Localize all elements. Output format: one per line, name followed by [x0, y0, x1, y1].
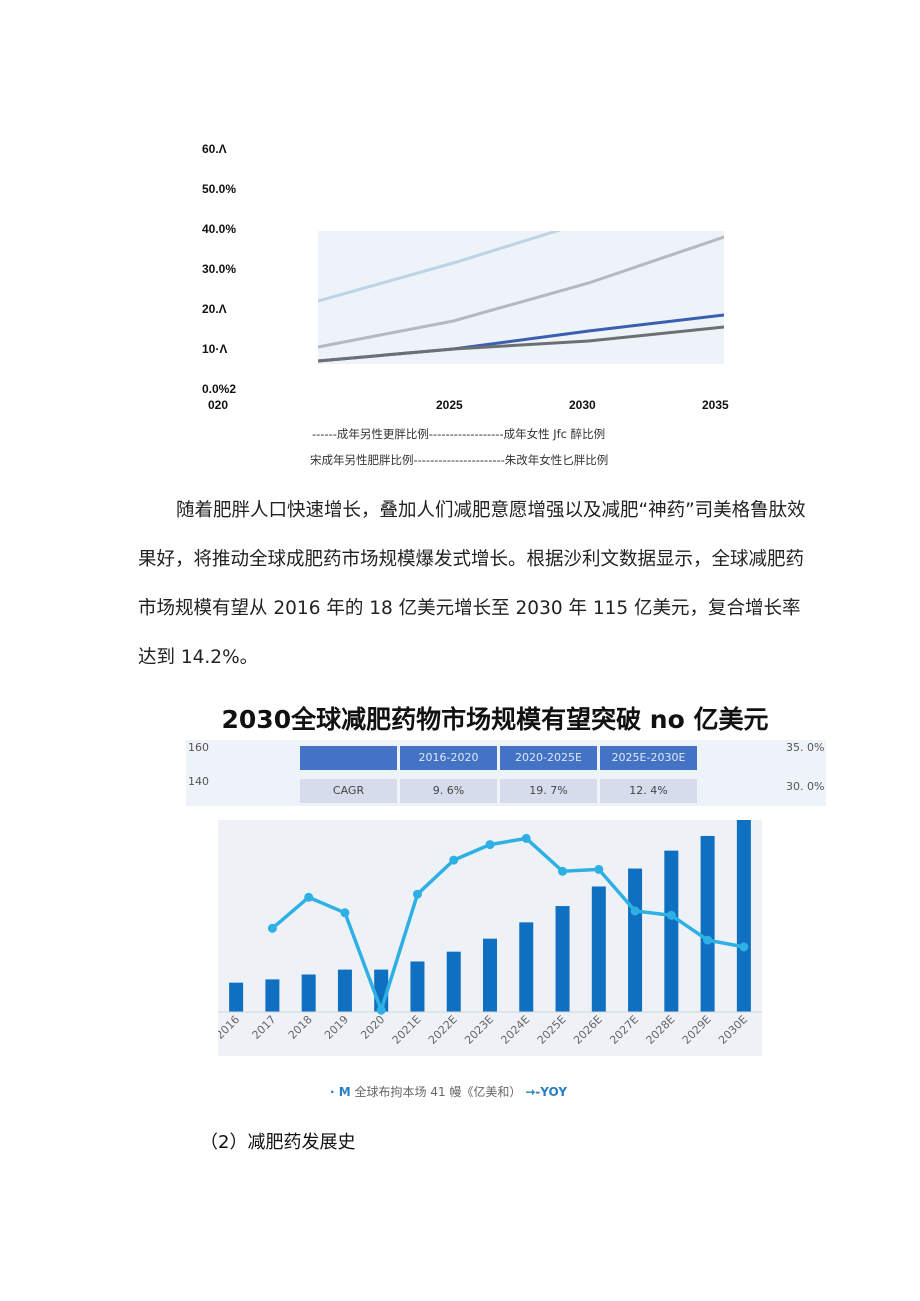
- legend-line-label: →-YOY: [525, 1085, 568, 1099]
- market-size-bar: [555, 906, 570, 1012]
- market-size-bar: [700, 835, 715, 1012]
- x-category-label: 2030E: [716, 1013, 750, 1047]
- table-header-cell: 2020-2025E: [500, 746, 597, 770]
- market-size-bar: [591, 886, 606, 1012]
- market-size-bar: [519, 922, 534, 1012]
- legend-bar-label: 全球布拘本场 41 幔《亿美和）: [354, 1085, 522, 1099]
- y-tick-label: 60.Λ: [202, 142, 227, 156]
- series-line: [318, 325, 724, 363]
- yoy-point: [304, 892, 314, 902]
- table-header-cell: 2025E-2030E: [600, 746, 697, 770]
- x-category-label: 2025E: [535, 1013, 569, 1047]
- x-category-label: 2016: [218, 1013, 242, 1042]
- market-bar-line-chart: 2016 2017 2018 2019 2020 2021E 2022E 2023E 2024E…: [218, 820, 762, 1056]
- y-tick-label: 50.0%: [202, 182, 237, 196]
- x-tick-label: 2030: [569, 398, 596, 412]
- y-tick-label: 0.0%2: [202, 382, 237, 396]
- right-axis-tick: 30. 0%: [786, 780, 825, 793]
- x-category-label: 2028E: [644, 1013, 678, 1047]
- left-axis-tick: 140: [188, 775, 209, 788]
- market-size-bar: [628, 868, 643, 1012]
- market-size-bar: [229, 982, 244, 1012]
- table-cell: 19. 7%: [500, 779, 597, 803]
- chart-title: 2030全球减肥药物市场规模有望突破 no 亿美元: [221, 705, 769, 734]
- legend-bar-marker: · M: [330, 1085, 351, 1099]
- yoy-point: [558, 866, 568, 876]
- series-line: [318, 231, 562, 303]
- yoy-point: [630, 906, 640, 916]
- y-tick-label: 40.0%: [202, 222, 237, 236]
- section-heading: （2）减肥药发展史: [200, 1132, 356, 1153]
- yoy-point: [485, 840, 495, 850]
- x-tick-label: 2035: [702, 398, 729, 412]
- x-tick-label: 2025: [436, 398, 463, 412]
- table-cell: CAGR: [300, 779, 397, 803]
- yoy-point: [267, 923, 277, 933]
- series-line: [318, 235, 724, 349]
- market-size-bar: [446, 951, 461, 1012]
- chart-legend: · M 全球布拘本场 41 幔《亿美和） →-YOY: [330, 1083, 567, 1100]
- table-cell: 9. 6%: [400, 779, 497, 803]
- market-size-bar: [664, 850, 679, 1012]
- yoy-point: [376, 1005, 386, 1015]
- legend-row-2: 宋成年另性肥胖比例----------------------朱改年女性匕胖比例: [310, 453, 609, 467]
- market-size-bar: [483, 938, 497, 1012]
- yoy-point: [340, 908, 350, 918]
- yoy-point: [739, 942, 749, 952]
- table-cell: 12. 4%: [600, 779, 697, 803]
- x-category-label: 2021E: [390, 1013, 424, 1047]
- y-tick-label: 10·Λ: [202, 342, 228, 356]
- yoy-point: [521, 833, 531, 843]
- x-category-label: 2020: [358, 1013, 387, 1042]
- body-paragraph: 随着肥胖人口快速增长，叠加人们减肥意愿增强以及减肥“神药”司美格鲁肽效果好，将推…: [138, 500, 806, 668]
- line-chart-svg: [318, 231, 724, 363]
- yoy-line: [271, 836, 745, 1016]
- x-category-label: 2022E: [426, 1013, 460, 1047]
- y-tick-label: 20.Λ: [202, 302, 227, 316]
- x-category-label: 2029E: [680, 1013, 714, 1047]
- x-category-label: 2023E: [462, 1013, 496, 1047]
- yoy-point: [412, 889, 422, 899]
- x-category-label: 2017: [250, 1013, 279, 1042]
- yoy-point: [449, 855, 459, 865]
- table-header-cell: [300, 746, 397, 770]
- x-tick-label: 020: [208, 398, 229, 412]
- yoy-point: [666, 910, 676, 920]
- market-size-bar: [265, 979, 280, 1012]
- table-header-cell: 2016-2020: [400, 746, 497, 770]
- x-category-label: 2026E: [571, 1013, 605, 1047]
- yoy-point: [594, 864, 604, 874]
- yoy-point: [703, 935, 713, 945]
- market-size-bar: [410, 961, 425, 1012]
- market-size-bar: [736, 820, 751, 1012]
- legend-row-1: ------成年另性更胖比例------------------成年女性 Jfc…: [312, 427, 606, 441]
- x-category-label: 2027E: [607, 1013, 641, 1047]
- right-axis-tick: 35. 0%: [786, 741, 825, 754]
- market-size-bar: [301, 974, 316, 1012]
- left-axis-tick: 160: [188, 741, 209, 754]
- x-category-label: 2019: [322, 1013, 351, 1042]
- x-category-label: 2018: [286, 1013, 315, 1042]
- y-tick-label: 30.0%: [202, 262, 237, 276]
- x-category-label: 2024E: [498, 1013, 532, 1047]
- market-size-bar: [337, 969, 352, 1012]
- plot-area: [318, 231, 724, 364]
